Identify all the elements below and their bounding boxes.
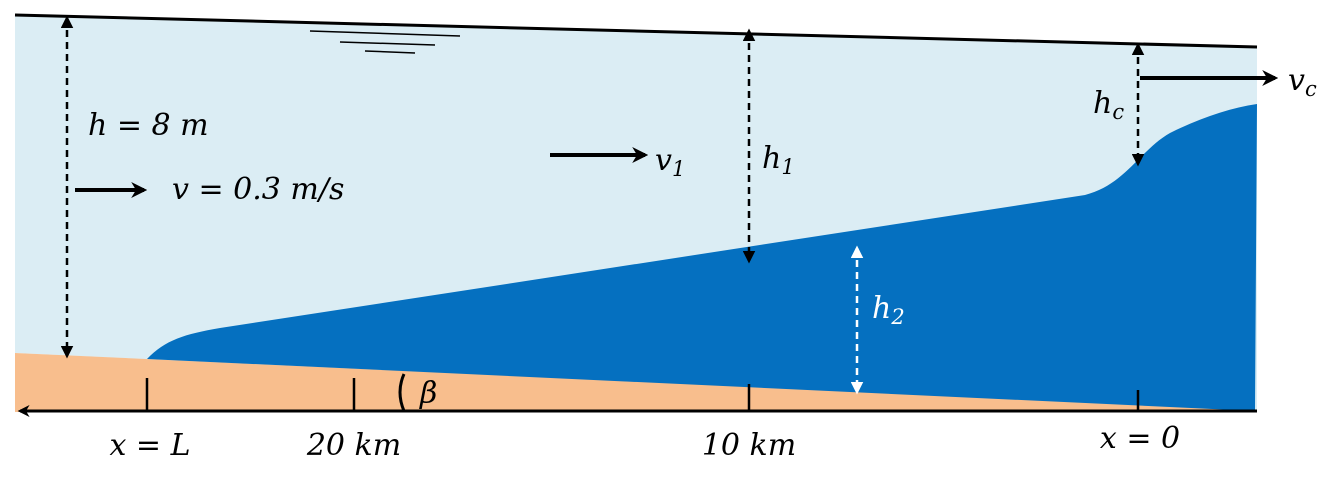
angle-label: β <box>419 376 437 411</box>
angle-arc <box>398 373 406 412</box>
h2-label: h2 <box>872 291 905 329</box>
subscript: c <box>1305 77 1317 101</box>
symbol: h <box>872 291 891 326</box>
h1-label: h1 <box>762 141 795 179</box>
symbol: h <box>762 141 781 176</box>
v1-label: v1 <box>655 143 685 181</box>
salt-wedge <box>147 104 1257 411</box>
symbol: v <box>655 143 672 178</box>
axis-ticks <box>145 378 1140 412</box>
axis-label: x = 0 <box>1100 421 1180 456</box>
subscript: 1 <box>781 155 794 179</box>
water-surface <box>14 13 1258 49</box>
symbol: h <box>1093 86 1112 121</box>
axis-label: 10 km <box>702 428 796 463</box>
axis-label: x = L <box>109 428 190 463</box>
vc-label: vc <box>1288 63 1317 101</box>
symbol: v <box>1288 63 1305 98</box>
seabed <box>15 353 1257 412</box>
subscript: 1 <box>672 157 685 181</box>
subscript: c <box>1112 100 1124 124</box>
hc-label: hc <box>1093 86 1124 124</box>
axis-label: 20 km <box>306 428 401 463</box>
depth-label: h = 8 m <box>88 108 209 143</box>
subscript: 2 <box>890 305 904 329</box>
velocity-label: v = 0.3 m/s <box>172 172 344 207</box>
surface-symbol <box>309 30 461 54</box>
